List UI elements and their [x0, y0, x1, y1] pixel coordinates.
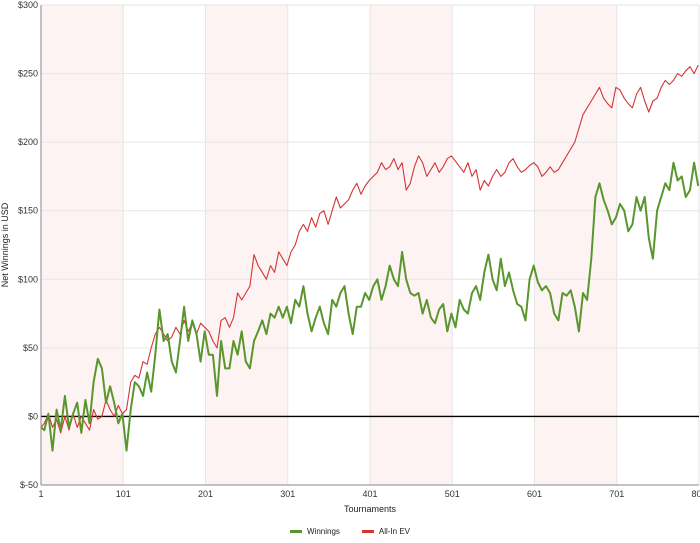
legend-item-all-in-ev[interactable]: All-In EV — [361, 526, 411, 536]
background-band — [534, 5, 617, 485]
y-tick-label: $150 — [18, 206, 38, 216]
background-band — [41, 5, 124, 485]
background-band — [205, 5, 288, 485]
x-tick-label: 101 — [116, 489, 131, 499]
series-lines — [40, 65, 700, 452]
all-in-ev-swatch — [361, 529, 374, 533]
x-tick-label: 401 — [362, 489, 377, 499]
legend-label-all-in-ev: All-In EV — [378, 526, 411, 536]
winnings-swatch — [289, 529, 302, 533]
x-tick-label: 501 — [445, 489, 460, 499]
y-tick-label: $250 — [18, 69, 38, 79]
background-band — [370, 5, 453, 485]
series-line-winnings — [40, 161, 700, 452]
x-tick-label: 201 — [198, 489, 213, 499]
tick-labels: 1 101 201 301 401 501 601 701 801 $-50 $0 $50 $100 $1… — [18, 0, 700, 499]
y-tick-label: $50 — [23, 343, 38, 353]
axes — [40, 5, 699, 486]
background-bands — [41, 5, 617, 485]
legend-item-winnings[interactable]: Winnings — [289, 526, 340, 536]
y-tick-label: $200 — [18, 137, 38, 147]
x-axis-title: Tournaments — [344, 504, 397, 514]
x-tick-label: 301 — [280, 489, 295, 499]
legend: Winnings All-In EV — [0, 524, 700, 538]
x-tick-label: 701 — [609, 489, 624, 499]
y-tick-label: $0 — [28, 411, 38, 421]
y-tick-label: $100 — [18, 274, 38, 284]
x-tick-label: 601 — [527, 489, 542, 499]
legend-label-winnings: Winnings — [306, 526, 340, 536]
y-tick-label: $-50 — [20, 480, 38, 490]
series-line-all-in-ev — [40, 65, 699, 434]
y-tick-label: $300 — [18, 0, 38, 10]
y-axis-title: Net Winnings in USD — [0, 202, 10, 287]
x-tick-label: 801 — [691, 489, 700, 499]
x-tick-label: 1 — [38, 489, 43, 499]
